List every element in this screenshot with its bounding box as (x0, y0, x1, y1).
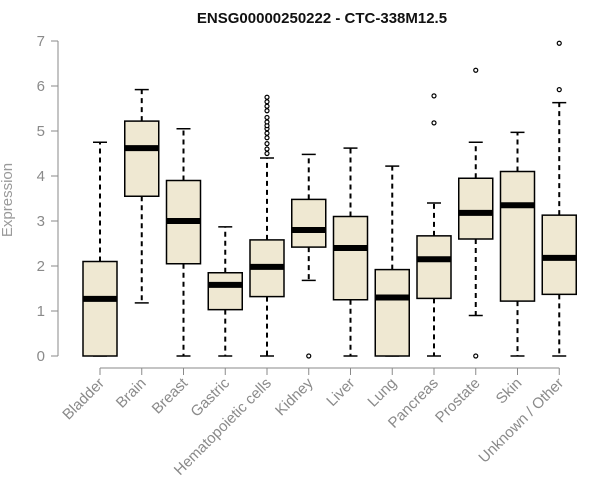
box-6 (332, 147, 369, 357)
boxes-layer (82, 40, 577, 359)
y-axis-label: Expression (0, 163, 16, 237)
outlier-point (264, 130, 270, 136)
y-tick-label: 5 (37, 123, 45, 140)
outlier-point (264, 150, 270, 157)
outlier-point (264, 119, 270, 125)
box-4 (249, 94, 285, 357)
y-axis: 0 1 2 3 4 5 6 7 (37, 33, 59, 365)
box-rect (458, 177, 494, 240)
box-rect (541, 214, 577, 296)
box-rect (499, 170, 536, 302)
outlier-point (264, 103, 270, 109)
box-rect (207, 272, 243, 311)
box-rect (82, 260, 118, 357)
chart-title: ENSG00000250222 - CTC-338M12.5 (197, 10, 447, 27)
outlier-point (264, 99, 270, 105)
box-rect (374, 268, 410, 357)
box-10 (499, 131, 536, 357)
box-7 (374, 165, 410, 357)
x-tick-label: Liver (323, 375, 358, 410)
box-3 (207, 226, 243, 357)
box-2 (165, 128, 202, 357)
x-tick-label: Breast (149, 374, 192, 417)
box-1 (124, 88, 160, 304)
x-tick-label: Brain (113, 375, 150, 412)
outlier-point (556, 40, 562, 46)
box-5 (291, 153, 327, 359)
y-tick-label: 7 (37, 33, 45, 50)
outlier-point (264, 94, 270, 100)
y-tick-label: 6 (37, 78, 45, 95)
box-0 (82, 141, 118, 357)
x-tick-label: Prostate (432, 375, 484, 427)
outlier-point (556, 86, 562, 93)
y-tick-label: 2 (37, 258, 45, 275)
outlier-point (264, 108, 270, 114)
x-tick-label: Kidney (272, 374, 317, 419)
outlier-point (264, 141, 270, 147)
box-rect (124, 120, 160, 197)
box-rect (291, 198, 327, 248)
y-tick-label: 4 (37, 168, 45, 185)
y-tick-label: 3 (37, 213, 45, 230)
outlier-point (264, 146, 270, 152)
outlier-point (431, 120, 437, 126)
box-11 (541, 40, 577, 357)
box-8 (416, 93, 452, 357)
x-tick-label: Bladder (59, 375, 108, 424)
y-tick-label: 1 (37, 303, 45, 320)
x-tick-label: Skin (493, 375, 526, 408)
outlier-point (431, 93, 437, 99)
outlier-point (264, 114, 270, 121)
x-tick-label: Lung (364, 375, 400, 411)
box-rect (416, 235, 452, 300)
box-9 (458, 67, 494, 359)
box-rect (332, 215, 369, 301)
y-tick-label: 0 (37, 348, 45, 365)
outlier-point (473, 67, 479, 73)
outlier-point (264, 135, 270, 141)
outlier-point (306, 353, 312, 359)
outlier-point (473, 353, 479, 359)
